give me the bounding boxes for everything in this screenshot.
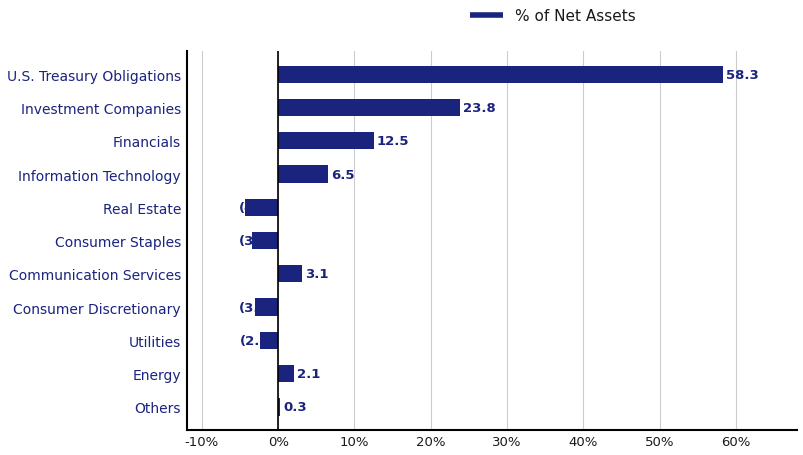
Text: 3.1: 3.1 — [304, 268, 328, 281]
Bar — [278, 399, 280, 416]
Text: 2.1: 2.1 — [297, 367, 320, 380]
Bar — [255, 299, 278, 316]
Text: (3.4): (3.4) — [239, 235, 275, 248]
Bar — [278, 66, 722, 84]
Bar — [278, 166, 328, 183]
Text: 23.8: 23.8 — [463, 102, 495, 115]
Text: 12.5: 12.5 — [376, 135, 409, 148]
Bar — [259, 332, 278, 349]
Bar — [278, 266, 301, 283]
Text: (4.4): (4.4) — [239, 202, 275, 214]
Text: (2.4): (2.4) — [239, 334, 275, 347]
Bar — [252, 233, 278, 250]
Bar — [244, 199, 278, 217]
Text: 0.3: 0.3 — [283, 400, 307, 414]
Bar — [278, 365, 294, 383]
Bar — [278, 100, 459, 117]
Text: 58.3: 58.3 — [725, 69, 758, 81]
Text: (3.0): (3.0) — [239, 301, 275, 314]
Text: 6.5: 6.5 — [330, 168, 354, 181]
Legend: % of Net Assets: % of Net Assets — [463, 3, 642, 30]
Bar — [278, 133, 373, 150]
